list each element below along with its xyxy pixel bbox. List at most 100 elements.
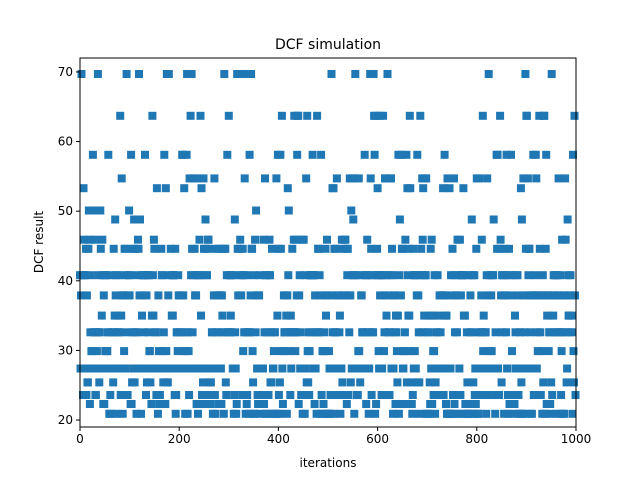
scatter-point [538,271,547,280]
scatter-point [570,378,578,387]
scatter-point [441,291,450,300]
scatter-point [255,271,264,280]
scatter-point [419,184,428,193]
scatter-point [130,215,139,224]
scatter-point [137,364,146,373]
scatter-point [268,244,276,253]
scatter-point [90,235,99,244]
scatter-point [160,150,169,159]
scatter-point [111,291,120,300]
scatter-point [494,364,503,373]
scatter-point [240,174,249,183]
scatter-point [367,244,376,253]
scatter-point [88,150,97,159]
scatter-point [562,378,571,387]
scatter-point [393,311,402,320]
scatter-point [232,400,241,408]
scatter-point [405,111,414,120]
scatter-point [454,409,463,418]
scatter-point [155,391,164,399]
scatter-point [323,235,331,244]
scatter-point [144,328,152,337]
scatter-point [151,328,160,337]
scatter-point [357,291,366,300]
scatter-point [136,215,144,224]
scatter-point [98,235,107,244]
scatter-point [197,311,205,320]
scatter-point [160,364,169,373]
scatter-point [354,174,363,183]
scatter-point [390,291,399,300]
scatter-point [248,347,257,356]
scatter-point [351,70,360,78]
scatter-point [92,364,101,373]
scatter-point [317,150,326,159]
scatter-point [493,150,502,159]
scatter-point [449,391,457,399]
scatter-point [318,409,326,418]
scatter-point [114,271,123,280]
scatter-point [508,347,516,356]
scatter-point [563,215,572,224]
scatter-point [381,174,390,183]
scatter-point [373,184,382,193]
scatter-point [392,328,401,337]
scatter-point [414,291,423,300]
scatter-point [567,311,576,320]
scatter-point [369,70,378,78]
scatter-point [137,409,145,418]
scatter-point [174,271,183,280]
scatter-point [103,347,112,356]
scatter-point [448,244,457,253]
scatter-point [263,409,272,418]
scatter-point [248,244,257,253]
scatter-point [112,409,121,418]
scatter-point [134,244,143,253]
scatter-point [505,244,513,253]
scatter-point [133,271,142,280]
scatter-point [327,364,335,373]
scatter-point [557,347,566,356]
scatter-point [130,378,139,387]
scatter-point [231,364,240,373]
scatter-point [184,347,193,356]
scatter-point [385,328,393,337]
scatter-point [210,174,219,183]
scatter-point [208,328,217,337]
scatter-point [542,150,551,159]
scatter-point [221,244,230,253]
scatter-point [347,206,356,215]
scatter-point [125,291,134,300]
scatter-point [335,311,344,320]
scatter-point [405,311,414,320]
y-axis-ticks: 20 30 40 50 60 70 [58,65,80,427]
scatter-point [378,364,387,373]
scatter-point [305,347,314,356]
scatter-point [548,391,557,399]
scatter-point [196,111,205,120]
scatter-point [81,364,90,373]
scatter-point [517,378,526,387]
scatter-point [520,328,529,337]
scatter-point [93,70,102,78]
scatter-point [495,391,504,399]
scatter-point [100,400,109,408]
scatter-point [495,244,504,253]
scatter-point [415,378,424,387]
scatter-point [476,391,485,399]
x-axis-label: iterations [300,456,357,470]
scatter-point [537,347,546,356]
scatter-point [249,271,258,280]
scatter-point [452,291,461,300]
scatter-point [157,244,166,253]
scatter-point [171,409,180,418]
scatter-point [410,347,419,356]
y-tick-label: 60 [58,135,73,149]
scatter-point [325,347,333,356]
scatter-point [116,391,125,399]
scatter-point [180,184,189,193]
scatter-point [111,215,120,224]
scatter-point [82,291,91,300]
scatter-point [350,409,359,418]
scatter-point [463,378,472,387]
